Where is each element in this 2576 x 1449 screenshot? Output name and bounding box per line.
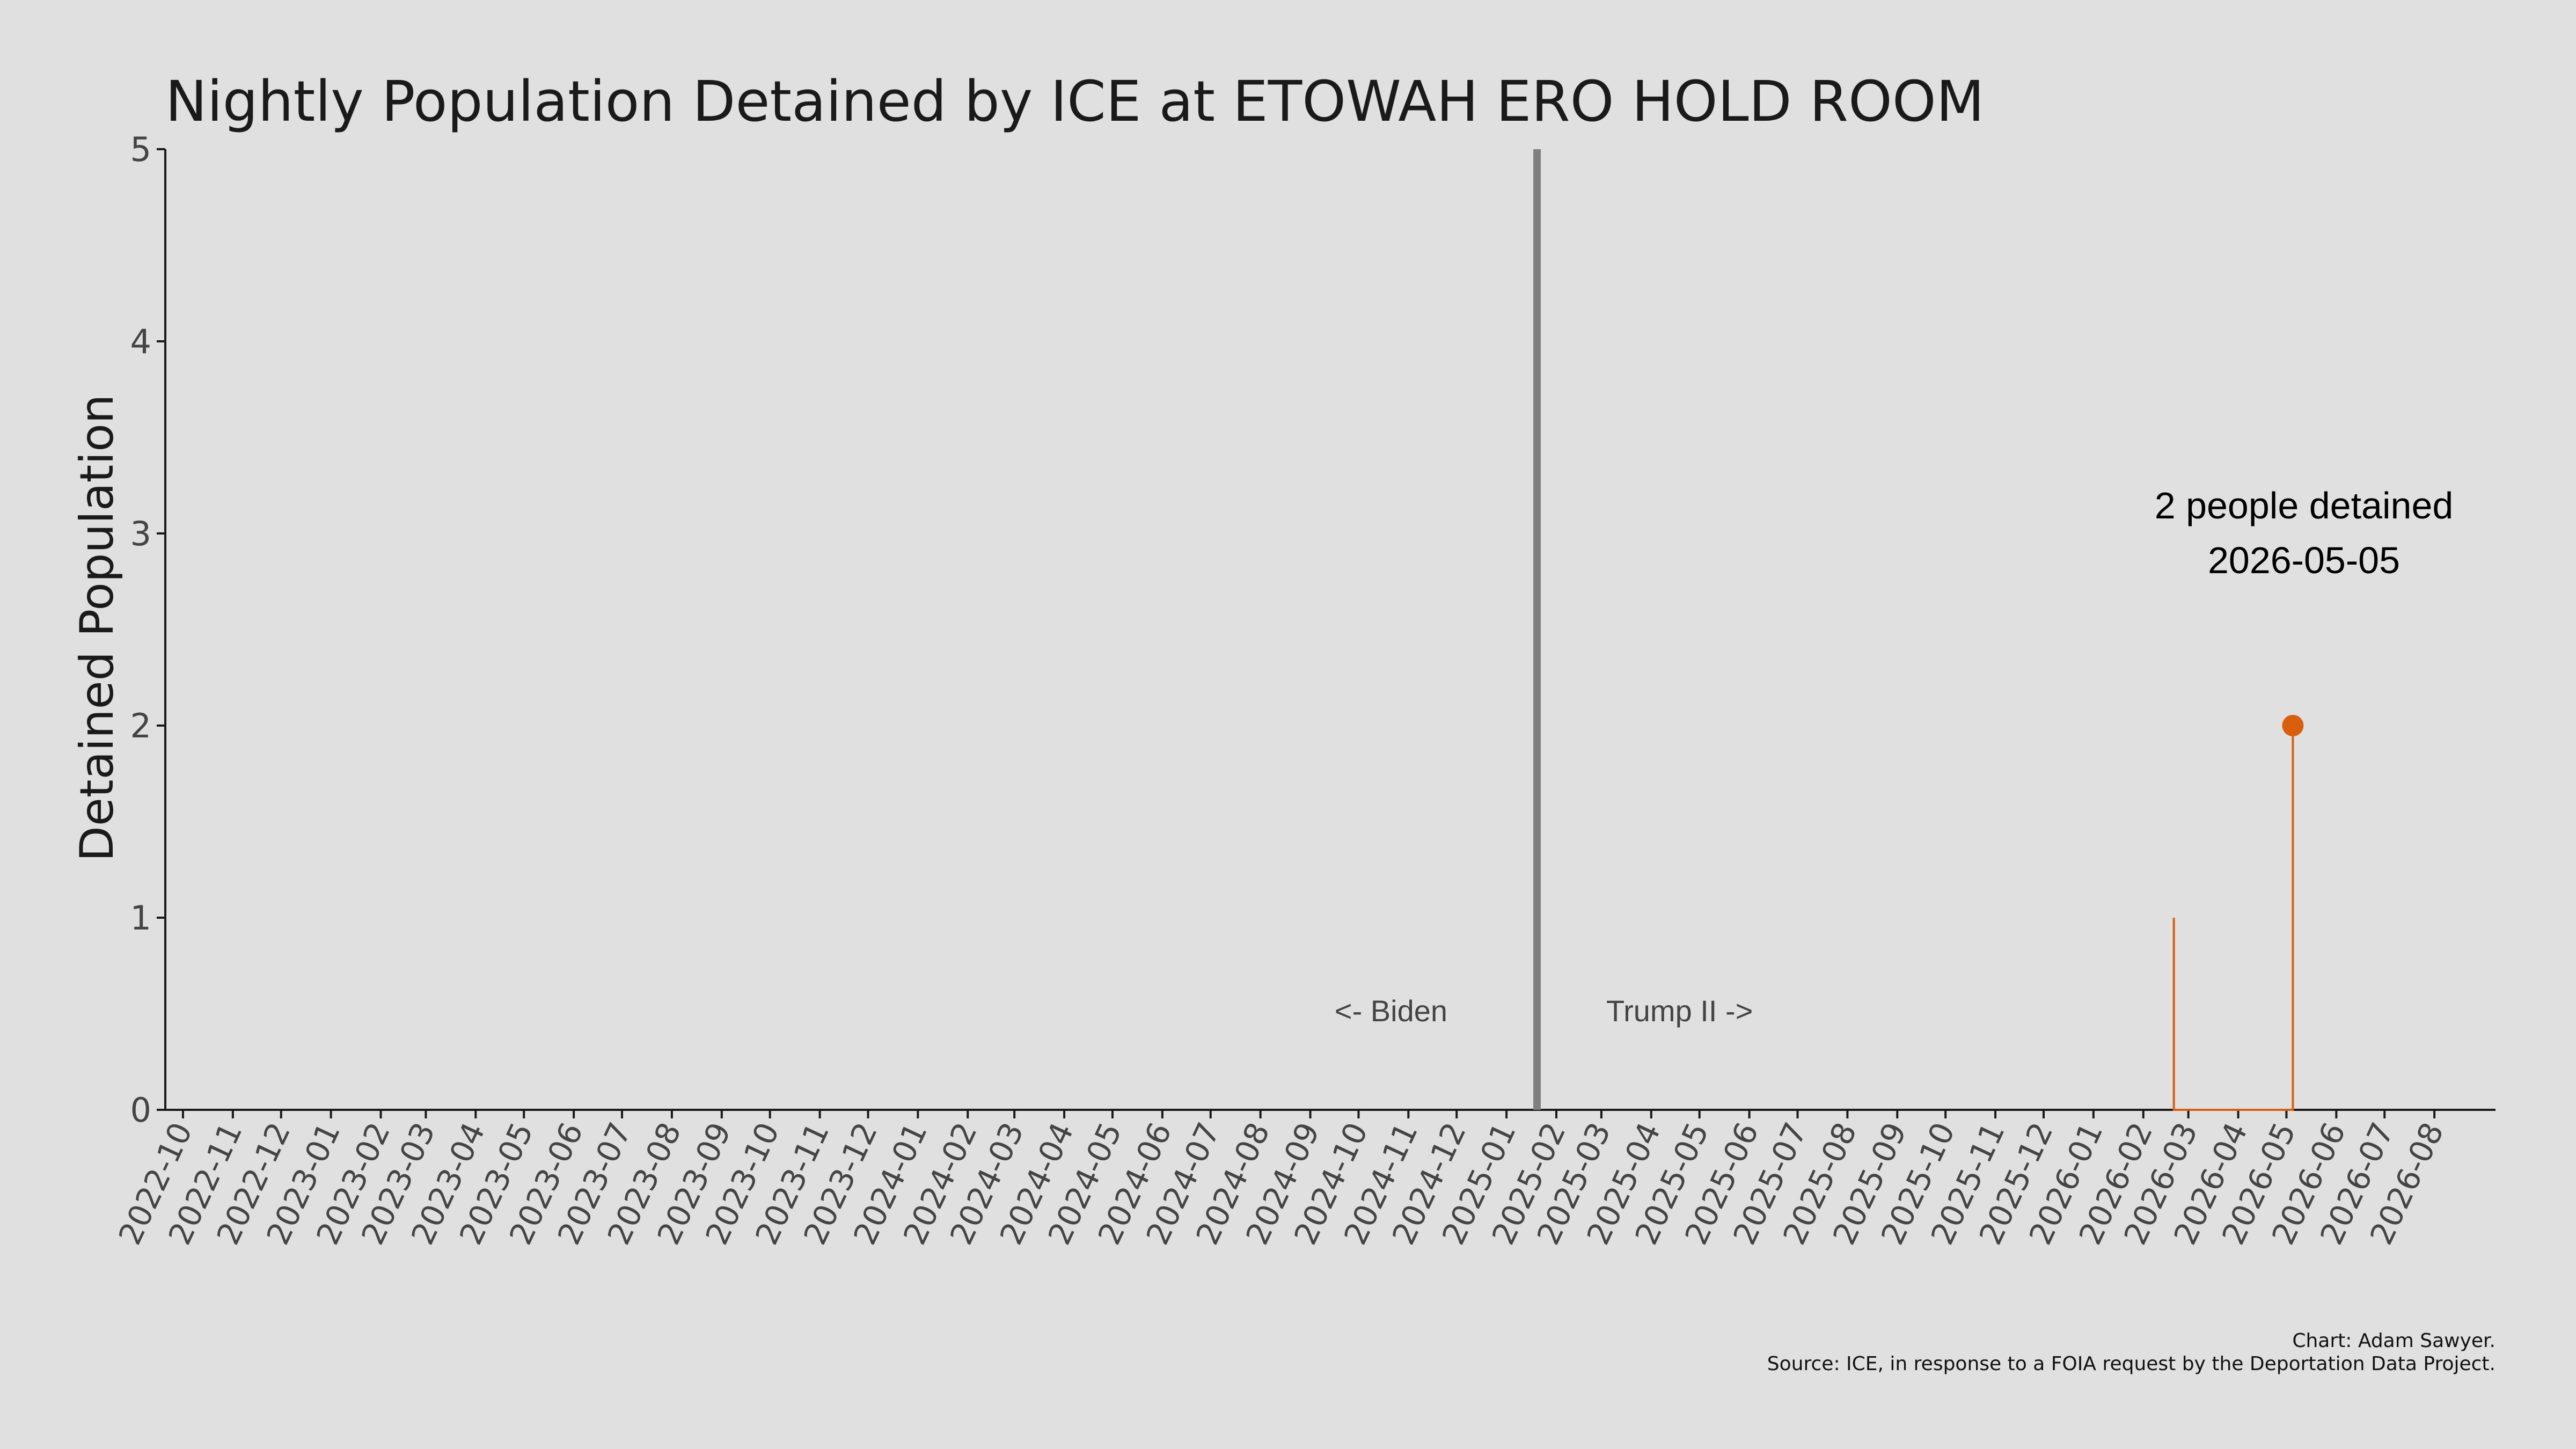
chart-title: Nightly Population Detained by ICE at ET… bbox=[165, 69, 1984, 134]
series-line bbox=[2172, 726, 2294, 1111]
axes bbox=[164, 149, 2496, 1111]
trump-era-label: Trump II -> bbox=[1606, 994, 1753, 1028]
peak-annotation-date: 2026-05-05 bbox=[2208, 539, 2400, 581]
y-axis-label: Detained Population bbox=[70, 394, 124, 862]
y-tick-label: 0 bbox=[130, 1091, 151, 1130]
data-marks bbox=[1533, 149, 2304, 1111]
biden-era-label: <- Biden bbox=[1335, 994, 1447, 1028]
y-tick-label: 5 bbox=[130, 130, 151, 169]
y-tick-label: 2 bbox=[130, 706, 151, 745]
x-ticks: 2022-102022-112022-122023-012023-022023-… bbox=[112, 1110, 2451, 1250]
y-tick-label: 1 bbox=[130, 898, 151, 938]
credit-source: Source: ICE, in response to a FOIA reque… bbox=[1767, 1353, 2496, 1375]
peak-marker-point bbox=[2282, 715, 2304, 736]
y-tick-label: 3 bbox=[130, 514, 151, 553]
credit-author: Chart: Adam Sawyer. bbox=[2292, 1330, 2496, 1352]
y-ticks: 0 1 2 3 4 5 bbox=[130, 130, 165, 1130]
y-tick-label: 4 bbox=[130, 322, 151, 361]
peak-annotation-count: 2 people detained bbox=[2155, 485, 2454, 526]
